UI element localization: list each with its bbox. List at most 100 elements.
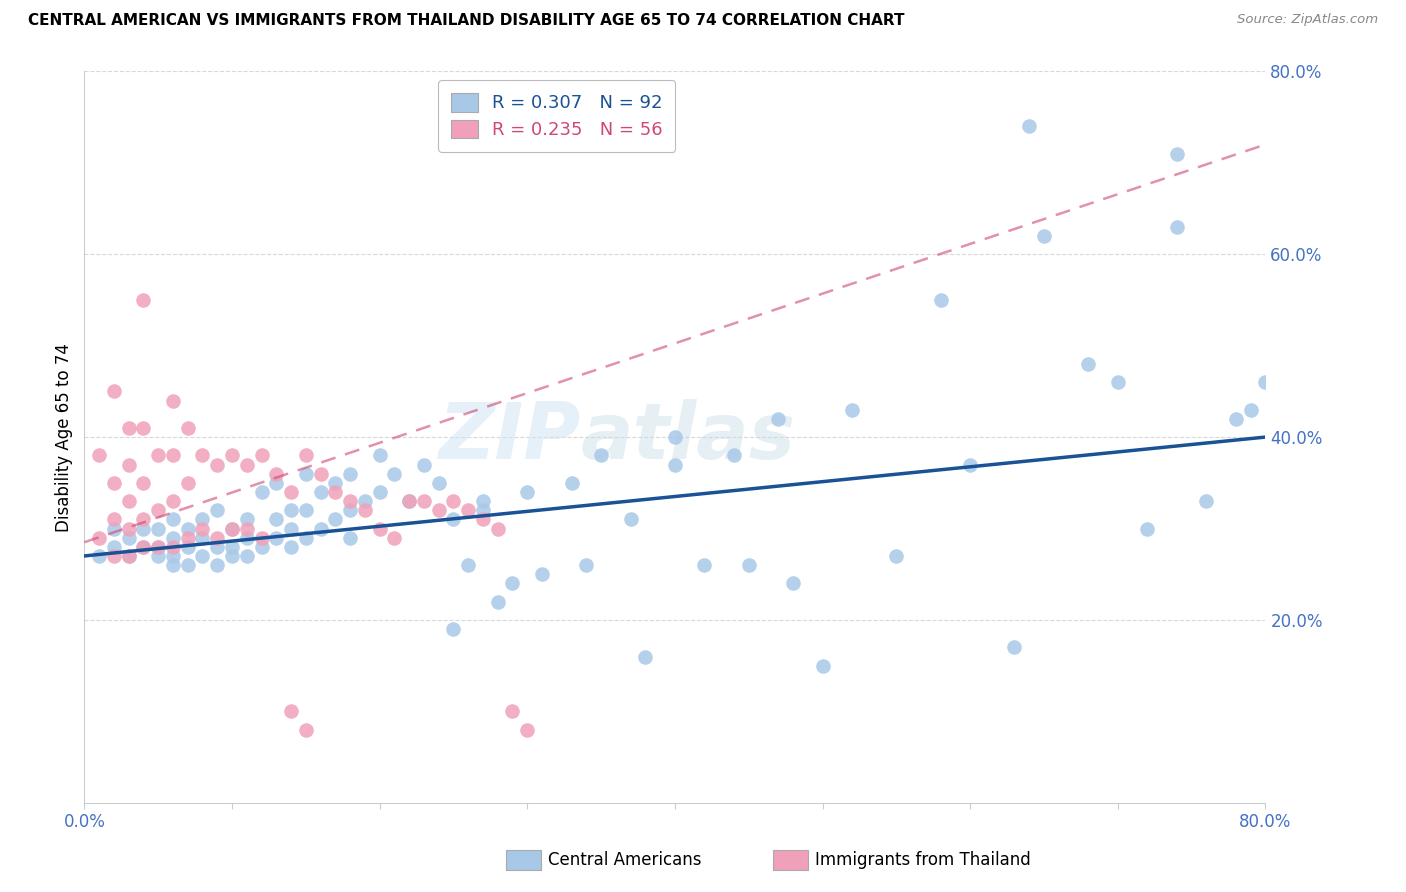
Point xyxy=(693,558,716,573)
Point xyxy=(295,449,318,463)
Point xyxy=(191,521,214,535)
Point xyxy=(148,540,170,554)
Point xyxy=(148,521,170,535)
Point xyxy=(132,540,155,554)
Point xyxy=(221,549,243,563)
Point xyxy=(323,512,347,526)
Point xyxy=(1107,376,1129,390)
Point xyxy=(148,449,170,463)
Point xyxy=(250,449,273,463)
Text: Immigrants from Thailand: Immigrants from Thailand xyxy=(815,851,1031,869)
Point xyxy=(177,421,200,435)
Point xyxy=(132,421,155,435)
Point xyxy=(486,521,509,535)
Point xyxy=(530,567,553,582)
Point xyxy=(516,723,538,737)
Point xyxy=(132,293,155,307)
Point xyxy=(177,540,200,554)
Point xyxy=(811,658,834,673)
Point xyxy=(619,512,641,526)
Point xyxy=(235,531,259,545)
Point xyxy=(177,475,200,490)
Point xyxy=(103,521,125,535)
Point xyxy=(250,531,273,545)
Point xyxy=(295,467,318,481)
Point xyxy=(309,467,332,481)
Point xyxy=(205,458,228,472)
Point xyxy=(929,293,952,307)
Point xyxy=(382,467,406,481)
Point xyxy=(472,494,495,508)
Point xyxy=(132,475,155,490)
Point xyxy=(191,531,214,545)
Point xyxy=(1225,412,1247,426)
Point xyxy=(177,558,200,573)
Point xyxy=(118,494,141,508)
Point xyxy=(1018,119,1040,133)
Point xyxy=(118,531,141,545)
Point xyxy=(235,458,259,472)
Point xyxy=(457,503,479,517)
Point xyxy=(959,458,981,472)
Point xyxy=(205,503,228,517)
Point xyxy=(1032,228,1054,243)
Point xyxy=(205,540,228,554)
Point xyxy=(575,558,598,573)
Point xyxy=(280,485,302,500)
Point xyxy=(323,475,347,490)
Point xyxy=(1254,376,1277,390)
Point xyxy=(457,558,479,573)
Point xyxy=(368,521,391,535)
Point xyxy=(441,512,464,526)
Point xyxy=(191,549,214,563)
Point xyxy=(264,467,288,481)
Point xyxy=(591,449,613,463)
Point xyxy=(1240,402,1263,417)
Point xyxy=(413,494,436,508)
Point xyxy=(177,521,200,535)
Point xyxy=(427,503,450,517)
Point xyxy=(162,449,184,463)
Point xyxy=(118,421,141,435)
Point xyxy=(162,540,184,554)
Point xyxy=(103,549,125,563)
Point xyxy=(339,494,361,508)
Point xyxy=(295,723,318,737)
Point xyxy=(634,649,657,664)
Point xyxy=(768,412,790,426)
Point xyxy=(723,449,745,463)
Point xyxy=(368,485,391,500)
Point xyxy=(235,521,259,535)
Point xyxy=(280,540,302,554)
Point xyxy=(235,512,259,526)
Point xyxy=(221,540,243,554)
Legend: R = 0.307   N = 92, R = 0.235   N = 56: R = 0.307 N = 92, R = 0.235 N = 56 xyxy=(439,80,675,152)
Point xyxy=(280,705,302,719)
Point xyxy=(148,503,170,517)
Point xyxy=(191,512,214,526)
Point xyxy=(103,384,125,399)
Point xyxy=(441,494,464,508)
Point xyxy=(309,521,332,535)
Point xyxy=(132,521,155,535)
Point xyxy=(118,549,141,563)
Point xyxy=(132,512,155,526)
Point xyxy=(148,540,170,554)
Point xyxy=(205,558,228,573)
Point xyxy=(501,705,523,719)
Point xyxy=(441,622,464,636)
Point xyxy=(235,549,259,563)
Point xyxy=(1004,640,1026,655)
Point xyxy=(87,549,111,563)
Point xyxy=(472,503,495,517)
Point xyxy=(398,494,420,508)
Point xyxy=(103,512,125,526)
Point xyxy=(118,521,141,535)
Point xyxy=(162,494,184,508)
Point xyxy=(162,549,184,563)
Point xyxy=(264,512,288,526)
Point xyxy=(1166,146,1188,161)
Text: CENTRAL AMERICAN VS IMMIGRANTS FROM THAILAND DISABILITY AGE 65 TO 74 CORRELATION: CENTRAL AMERICAN VS IMMIGRANTS FROM THAI… xyxy=(28,13,904,29)
Point xyxy=(162,531,184,545)
Point xyxy=(427,475,450,490)
